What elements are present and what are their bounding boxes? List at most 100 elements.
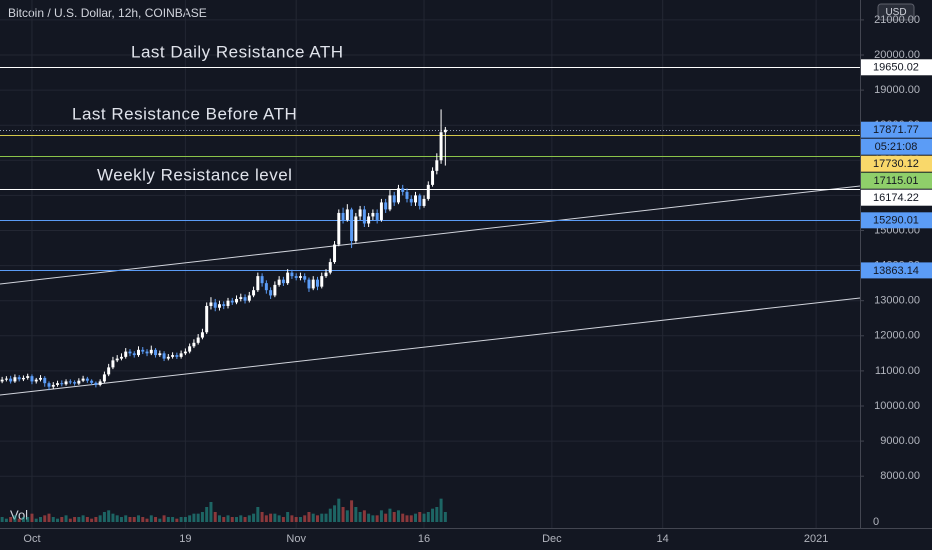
candle-body xyxy=(409,198,413,203)
candle-body xyxy=(213,302,217,308)
volume-bar xyxy=(414,513,418,522)
volume-bar xyxy=(273,513,277,522)
candle-body xyxy=(431,170,435,185)
level-label: 17730.12 xyxy=(873,158,919,170)
level-label: 17115.01 xyxy=(873,175,918,187)
volume-bar xyxy=(94,517,98,522)
volume-bar xyxy=(362,510,366,522)
volume-bar xyxy=(367,513,371,522)
volume-bar xyxy=(422,513,426,522)
candle-body xyxy=(179,353,183,357)
volume-bar xyxy=(85,517,89,522)
candle-body xyxy=(21,377,25,380)
volume-bar xyxy=(64,515,68,522)
volume-bar xyxy=(98,515,102,522)
volume-bar xyxy=(158,518,162,522)
level-label: 19650.02 xyxy=(873,62,919,74)
level-label-box xyxy=(861,121,932,138)
volume-bar xyxy=(439,498,443,522)
level-label-box xyxy=(861,155,932,172)
volume-bar xyxy=(137,515,140,522)
volume-tick-label: 0 xyxy=(873,516,879,528)
volume-bar xyxy=(320,513,324,522)
candle-body xyxy=(56,383,60,385)
trend-line xyxy=(0,185,861,285)
currency[interactable]: USD xyxy=(885,7,906,18)
candle-body xyxy=(269,290,273,296)
candle-body xyxy=(418,195,422,206)
candle-body xyxy=(158,353,162,356)
candle-body xyxy=(188,346,192,352)
candle-body xyxy=(320,276,324,287)
y-tick-label: 21000.00 xyxy=(874,14,920,26)
volume-bar xyxy=(281,517,285,522)
candle-body xyxy=(235,298,239,303)
candle-body xyxy=(281,279,285,284)
volume-bar xyxy=(141,517,145,522)
volume-bar xyxy=(213,512,217,522)
candle-body xyxy=(77,380,81,384)
candle-body xyxy=(102,374,106,382)
volume-bar xyxy=(188,515,192,522)
candle-body xyxy=(162,353,166,359)
volume-bar xyxy=(345,510,349,522)
candle-body xyxy=(405,191,409,199)
volume-bar xyxy=(73,517,77,522)
volume-bar xyxy=(247,515,251,522)
volume-bar xyxy=(68,518,72,522)
volume-bar xyxy=(226,515,230,522)
candle-body xyxy=(0,379,4,382)
volume-bar xyxy=(290,515,294,522)
level-label-box xyxy=(861,172,932,189)
candle-body xyxy=(145,351,149,354)
candle-body xyxy=(273,284,277,296)
volume-bar xyxy=(34,518,38,522)
candle-body xyxy=(426,184,430,199)
y-tick-label: 12000.00 xyxy=(874,330,920,342)
annotation: Last Resistance Before ATH xyxy=(72,104,297,123)
candle-body xyxy=(345,209,349,220)
volume-bar xyxy=(128,517,132,522)
annotation: Weekly Resistance level xyxy=(97,165,292,184)
candle-body xyxy=(303,276,307,280)
x-tick-label: Oct xyxy=(23,533,40,545)
volume-bar xyxy=(371,515,375,522)
candle-body xyxy=(141,349,145,352)
candle-body xyxy=(107,367,111,375)
candle-body xyxy=(132,353,136,356)
candle-body xyxy=(414,195,418,203)
candle-body xyxy=(252,290,256,296)
candle-body xyxy=(90,380,94,383)
volume-bar xyxy=(107,510,111,522)
candle-body xyxy=(350,209,354,242)
volume-bar xyxy=(17,518,21,522)
candle-body xyxy=(34,379,38,382)
volume-bar xyxy=(90,518,94,522)
volume-bar xyxy=(307,512,311,522)
candle-body xyxy=(337,212,341,245)
candle-body xyxy=(128,351,132,354)
candle-body xyxy=(439,132,443,161)
candle-body xyxy=(371,212,375,217)
volume-bar xyxy=(111,513,115,522)
candle-body xyxy=(247,295,251,301)
volume-bar xyxy=(81,515,85,522)
level-label: 17871.77 xyxy=(873,124,919,136)
candle-body xyxy=(384,202,388,210)
countdown: 05:21:08 xyxy=(875,141,918,153)
candle-body xyxy=(311,279,315,289)
volume-bar xyxy=(149,515,153,522)
candle-body xyxy=(290,272,294,277)
candle-body xyxy=(286,272,290,284)
grid xyxy=(0,0,860,528)
volume-bar xyxy=(43,515,47,522)
volume-bar xyxy=(324,513,328,522)
candle-body xyxy=(358,209,362,217)
candle-body xyxy=(401,188,405,192)
candle-body xyxy=(98,381,102,385)
currency-box[interactable] xyxy=(877,3,915,21)
y-tick-label: 11000.00 xyxy=(875,365,920,377)
volume-bar xyxy=(162,515,166,522)
candle-body xyxy=(217,304,221,308)
